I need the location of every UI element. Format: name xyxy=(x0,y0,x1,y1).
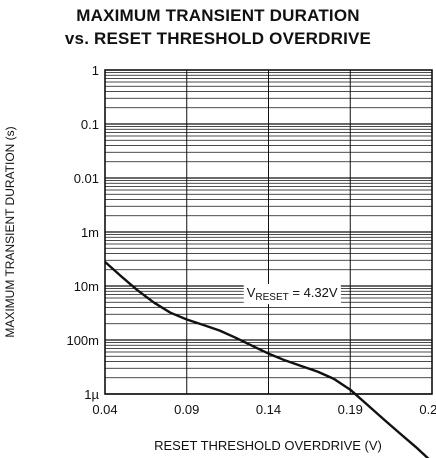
x-tick-label: 0.19 xyxy=(338,402,363,417)
y-tick-label: 1m xyxy=(81,225,99,240)
annotation-suffix: = 4.32V xyxy=(289,285,338,300)
annotation-label: VRESET = 4.32V xyxy=(247,285,338,303)
x-tick-label: 0.09 xyxy=(174,402,199,417)
annotation: VRESET = 4.32V xyxy=(243,284,341,305)
y-axis-label: MAXIMUM TRANSIENT DURATION (s) xyxy=(3,126,17,337)
grid xyxy=(104,70,433,395)
y-tick-label: 0.1 xyxy=(81,117,99,132)
chart-title-line-2: vs. RESET THRESHOLD OVERDRIVE xyxy=(64,29,372,48)
plot-frame xyxy=(104,69,433,395)
x-tick-label: 0.24 xyxy=(419,402,436,417)
y-tick-label: 1 xyxy=(92,63,99,78)
annotation-subscript: RESET xyxy=(255,292,288,303)
y-tick-label: 1µ xyxy=(84,387,99,402)
x-tick-label: 0.14 xyxy=(256,402,281,417)
x-tick-labels: 0.04 0.09 0.14 0.19 0.24 xyxy=(92,402,436,417)
annotation-background xyxy=(243,284,341,305)
y-tick-labels: 1 0.1 0.01 1m 10m 100m 1µ xyxy=(66,63,99,402)
y-tick-label: 10m xyxy=(74,279,99,294)
x-axis-label: RESET THRESHOLD OVERDRIVE (V) xyxy=(154,438,382,453)
annotation-prefix: V xyxy=(247,285,256,300)
y-tick-label: 0.01 xyxy=(74,171,99,186)
data-line xyxy=(104,261,430,458)
chart-title-line-1: MAXIMUM TRANSIENT DURATION xyxy=(76,6,360,25)
x-tick-label: 0.04 xyxy=(92,402,117,417)
y-tick-label: 100m xyxy=(66,333,99,348)
